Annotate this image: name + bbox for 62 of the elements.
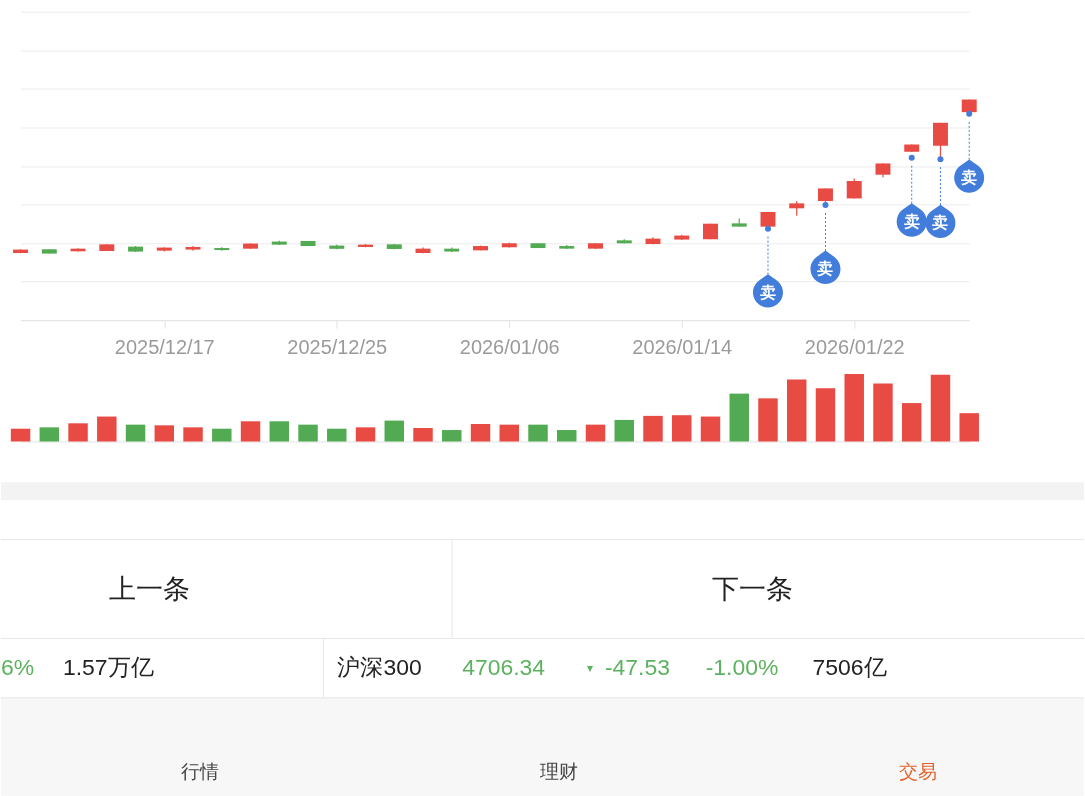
text: 行情	[180, 760, 219, 782]
text: -47.53	[604, 653, 670, 680]
bar	[212, 428, 232, 442]
text: 下一条	[712, 574, 794, 605]
point	[908, 154, 915, 161]
point	[966, 110, 973, 117]
bar	[10, 428, 31, 442]
bar	[269, 421, 290, 442]
bar	[327, 428, 347, 442]
bar	[585, 424, 606, 442]
bar	[729, 393, 749, 442]
bar	[873, 383, 893, 442]
bar	[384, 420, 405, 442]
bar	[470, 423, 491, 442]
point	[937, 156, 944, 163]
text: 上一条	[108, 574, 190, 605]
bar	[413, 428, 433, 442]
bar	[787, 379, 807, 442]
x-tick-label: 2026/01/14	[632, 335, 733, 358]
text: 7506亿	[812, 653, 887, 680]
text: 卖	[817, 259, 834, 277]
bar	[815, 388, 836, 442]
bar	[844, 374, 864, 442]
text: ▾	[586, 660, 593, 675]
bar	[700, 416, 721, 442]
bar	[154, 425, 175, 442]
bar	[298, 424, 318, 442]
text: 卖	[903, 212, 920, 230]
bar	[758, 398, 778, 442]
text: 卖	[961, 168, 978, 186]
text: 理财	[539, 760, 578, 782]
x-tick-label: 2025/12/17	[114, 335, 215, 358]
text: -1.00%	[705, 653, 779, 680]
bar	[68, 423, 88, 442]
bar	[240, 421, 261, 442]
bar	[959, 413, 979, 442]
text: 卖	[759, 283, 776, 301]
legend-label: 卖	[932, 214, 949, 232]
text: 6%	[1, 653, 35, 680]
bar	[442, 430, 462, 442]
text: 1.57万亿	[62, 653, 154, 680]
x-tick-label: 2026/01/06	[459, 335, 560, 358]
text: 交易	[899, 760, 938, 782]
bar	[643, 415, 663, 442]
bar	[355, 427, 376, 442]
bar	[499, 424, 519, 442]
bar	[930, 374, 951, 442]
x-tick-label: 2025/12/25	[287, 335, 388, 358]
x-tick-label: 2026/01/22	[804, 335, 905, 358]
text: 沪深300	[337, 653, 422, 680]
bar	[614, 419, 634, 442]
bar	[528, 424, 548, 442]
bar	[672, 415, 692, 442]
point	[822, 202, 829, 209]
text: 4706.34	[462, 653, 546, 680]
bar	[901, 403, 922, 442]
point	[764, 225, 771, 232]
bar	[557, 430, 577, 442]
bar	[183, 427, 203, 442]
bar	[97, 416, 117, 442]
bar	[125, 424, 146, 442]
bar	[39, 427, 60, 442]
